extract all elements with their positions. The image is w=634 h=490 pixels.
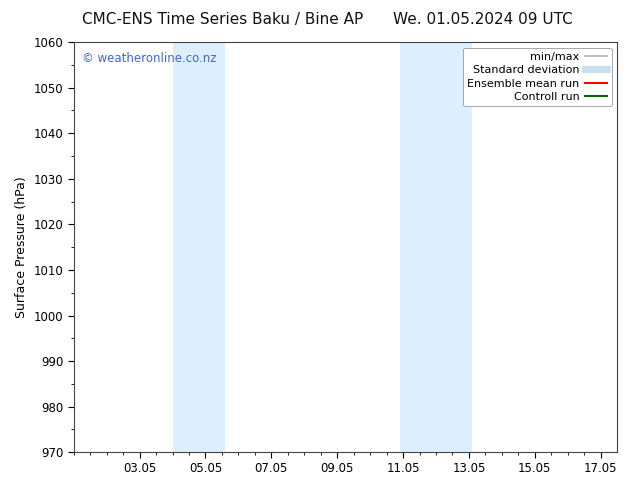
Y-axis label: Surface Pressure (hPa): Surface Pressure (hPa) [15,176,28,318]
Text: We. 01.05.2024 09 UTC: We. 01.05.2024 09 UTC [393,12,573,27]
Legend: min/max, Standard deviation, Ensemble mean run, Controll run: min/max, Standard deviation, Ensemble me… [463,48,612,106]
Bar [400,42,472,452]
Bar [172,42,225,452]
Text: CMC-ENS Time Series Baku / Bine AP: CMC-ENS Time Series Baku / Bine AP [82,12,364,27]
Text: © weatheronline.co.nz: © weatheronline.co.nz [82,52,216,65]
